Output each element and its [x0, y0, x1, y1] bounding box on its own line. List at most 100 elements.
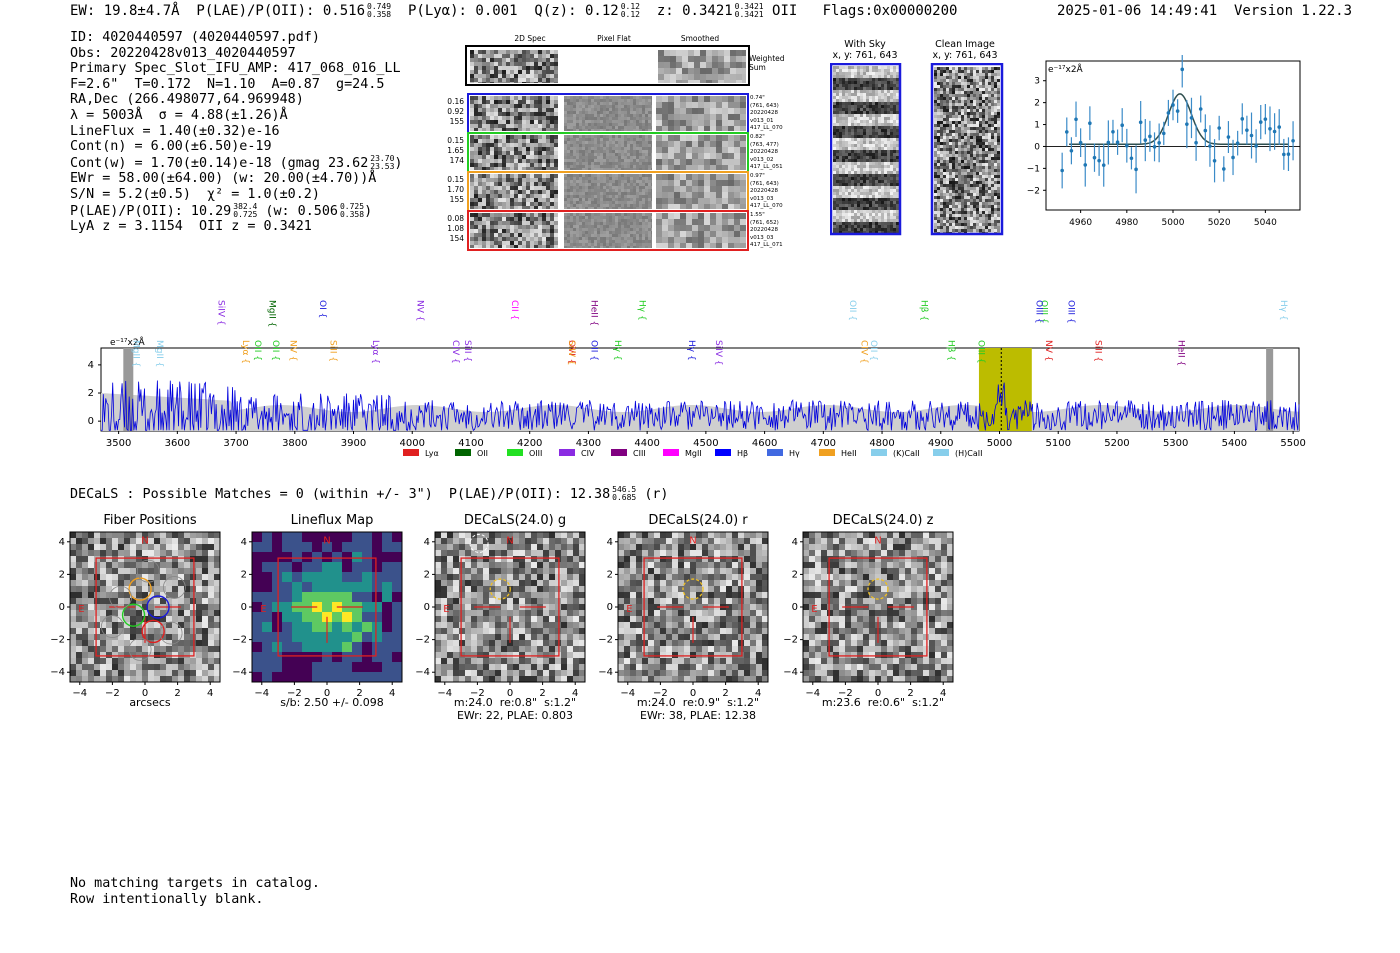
noise-pixel [734, 126, 740, 131]
sky-pixel [848, 210, 851, 213]
noise-pixel [603, 240, 606, 243]
noise-pixel [988, 136, 991, 139]
noise-pixel [630, 147, 633, 150]
noise-pixel [490, 74, 494, 78]
noise-pixel [988, 127, 991, 130]
noise-pixel [740, 96, 746, 102]
noise-pixel [645, 120, 648, 123]
sky-pixel [887, 231, 890, 234]
noise-pixel [490, 70, 494, 74]
noise-pixel [624, 129, 627, 131]
noise-pixel [982, 145, 985, 148]
sky-pixel [881, 213, 884, 216]
noise-pixel [633, 207, 636, 209]
noise-pixel [645, 183, 648, 186]
noise-pixel [943, 124, 946, 127]
noise-pixel [991, 67, 994, 70]
noise-pixel [612, 129, 615, 131]
noise-pixel [940, 169, 943, 172]
noise-pixel [704, 237, 710, 243]
noise-pixel [618, 108, 621, 111]
noise-pixel [937, 127, 940, 130]
noise-pixel [740, 180, 746, 186]
noise-pixel [937, 136, 940, 139]
noise-pixel [642, 204, 645, 207]
noise-pixel [546, 155, 550, 159]
noise-pixel [645, 126, 648, 129]
noise-pixel [979, 136, 982, 139]
noise-pixel [486, 74, 490, 78]
noise-pixel [474, 237, 478, 241]
noise-pixel [636, 138, 639, 141]
sky-pixel [881, 147, 884, 150]
noise-pixel [576, 141, 579, 144]
noise-pixel [564, 207, 567, 209]
noise-pixel [698, 243, 704, 248]
noise-pixel [591, 168, 594, 170]
sky-pixel [887, 150, 890, 153]
noise-pixel [686, 219, 692, 225]
noise-pixel [642, 120, 645, 123]
noise-pixel [722, 108, 728, 114]
noise-pixel [594, 141, 597, 144]
noise-pixel [949, 76, 952, 79]
sky-pixel [878, 207, 881, 210]
noise-pixel [621, 204, 624, 207]
noise-pixel [576, 195, 579, 198]
noise-pixel [506, 50, 510, 54]
noise-pixel [946, 121, 949, 124]
noise-pixel [546, 74, 550, 78]
noise-pixel [534, 124, 538, 128]
noise-pixel [633, 150, 636, 153]
noise-pixel [478, 124, 482, 128]
with-sky-image [833, 66, 899, 234]
noise-pixel [710, 204, 716, 209]
noise-pixel [943, 94, 946, 97]
noise-pixel [633, 216, 636, 219]
noise-pixel [585, 123, 588, 126]
noise-pixel [985, 139, 988, 142]
noise-pixel [698, 126, 704, 131]
noise-pixel [946, 106, 949, 109]
noise-pixel [579, 225, 582, 228]
noise-pixel [988, 112, 991, 115]
noise-pixel [490, 186, 494, 190]
noise-pixel [498, 186, 502, 190]
noise-pixel [576, 162, 579, 165]
clean-image [934, 67, 1000, 233]
noise-pixel [554, 155, 558, 159]
sky-pixel [860, 183, 863, 186]
noise-pixel [582, 117, 585, 120]
noise-pixel [958, 70, 961, 73]
noise-pixel [988, 76, 991, 79]
noise-pixel [710, 96, 716, 102]
noise-pixel [576, 204, 579, 207]
noise-pixel [588, 99, 591, 102]
sky-pixel [836, 147, 839, 150]
noise-pixel [943, 142, 946, 145]
noise-pixel [482, 96, 486, 100]
noise-pixel [585, 114, 588, 117]
noise-pixel [704, 174, 710, 180]
noise-pixel [486, 58, 490, 62]
sky-pixel [842, 93, 845, 96]
sky-pixel [854, 225, 857, 228]
noise-pixel [600, 153, 603, 156]
sky-pixel [863, 108, 866, 111]
noise-pixel [636, 141, 639, 144]
noise-pixel [997, 103, 1000, 106]
noise-pixel [576, 99, 579, 102]
noise-pixel [518, 178, 522, 182]
noise-pixel [482, 213, 486, 217]
sky-pixel [857, 117, 860, 120]
noise-pixel [627, 108, 630, 111]
sky-pixel [833, 174, 836, 177]
noise-pixel [943, 130, 946, 133]
noise-pixel [546, 124, 550, 128]
noise-pixel [518, 66, 522, 70]
noise-pixel [722, 147, 728, 153]
sky-pixel [848, 189, 851, 192]
noise-pixel [550, 62, 554, 66]
noise-pixel [582, 198, 585, 201]
sky-pixel [857, 186, 860, 189]
